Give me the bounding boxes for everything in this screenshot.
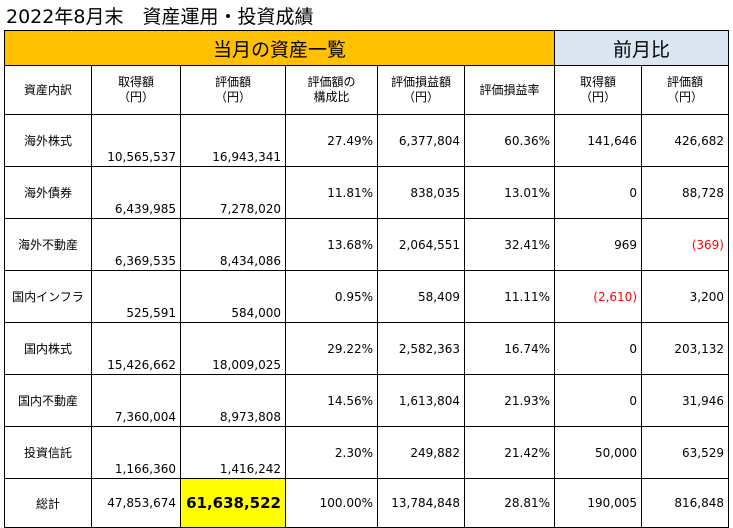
cell-pl: 838,035 (377, 166, 465, 219)
cell-value: 8,973,808 (180, 374, 286, 427)
band-row: 当月の資産一覧 前月比 (4, 30, 729, 66)
cell-cost: 6,369,535 (91, 218, 181, 271)
cell-value: 7,278,020 (180, 166, 286, 219)
header-row: 資産内訳 取得額 （円） 評価額 （円） 評価額の 構成比 評価損益額 （円） 評価損益… (4, 65, 729, 115)
header-value: 評価額 （円） (180, 65, 286, 115)
asset-table: 当月の資産一覧 前月比 資産内訳 取得額 （円） 評価額 （円） 評価額の 構成比 評… (4, 30, 729, 528)
cell-plrate: 60.36% (464, 114, 555, 167)
cell-diff-cost: 969 (554, 218, 642, 271)
cell-diff-cost: 0 (554, 166, 642, 219)
cell-ratio: 0.95% (285, 270, 378, 323)
cell-category: 国内インフラ (4, 270, 92, 323)
cell-cost: 1,166,360 (91, 426, 181, 479)
cell-diff-value: 31,946 (641, 374, 729, 427)
cell-pl: 249,882 (377, 426, 465, 479)
table-row: 投資信託 1,166,360 1,416,242 2.30% 249,882 21.42%… (4, 426, 729, 479)
table-row: 海外株式 10,565,537 16,943,341 27.49% 6,377,804 6… (4, 114, 729, 167)
cell-cost: 15,426,662 (91, 322, 181, 375)
cell-diff-value: (369) (641, 218, 729, 271)
cell-cost: 7,360,004 (91, 374, 181, 427)
cell-plrate: 28.81% (464, 478, 555, 528)
cell-ratio: 13.68% (285, 218, 378, 271)
cell-pl: 1,613,804 (377, 374, 465, 427)
cell-pl: 2,582,363 (377, 322, 465, 375)
cell-ratio: 11.81% (285, 166, 378, 219)
cell-category: 海外債券 (4, 166, 92, 219)
header-cost: 取得額 （円） (91, 65, 181, 115)
total-row: 総計 47,853,674 61,638,522 100.00% 13,784,848 2… (4, 478, 729, 528)
table-row: 海外不動産 6,369,535 8,434,086 13.68% 2,064,551 32… (4, 218, 729, 271)
cell-category: 投資信託 (4, 426, 92, 479)
cell-pl: 13,784,848 (377, 478, 465, 528)
cell-category: 海外不動産 (4, 218, 92, 271)
cell-plrate: 21.93% (464, 374, 555, 427)
cell-plrate: 21.42% (464, 426, 555, 479)
cell-diff-cost: 50,000 (554, 426, 642, 479)
cell-category: 国内不動産 (4, 374, 92, 427)
cell-value: 18,009,025 (180, 322, 286, 375)
cell-category: 海外株式 (4, 114, 92, 167)
cell-ratio: 2.30% (285, 426, 378, 479)
cell-plrate: 16.74% (464, 322, 555, 375)
table-row: 国内株式 15,426,662 18,009,025 29.22% 2,582,363 1… (4, 322, 729, 375)
cell-ratio: 100.00% (285, 478, 378, 528)
cell-ratio: 29.22% (285, 322, 378, 375)
table-row: 国内不動産 7,360,004 8,973,808 14.56% 1,613,804 21… (4, 374, 729, 427)
cell-diff-cost: (2,610) (554, 270, 642, 323)
cell-diff-value: 3,200 (641, 270, 729, 323)
cell-diff-cost: 0 (554, 374, 642, 427)
cell-diff-value: 203,132 (641, 322, 729, 375)
cell-cost: 47,853,674 (91, 478, 181, 528)
header-category: 資産内訳 (4, 65, 92, 115)
page-title: 2022年8月末 資産運用・投資成績 (6, 6, 314, 28)
total-value-highlight: 61,638,522 (180, 478, 286, 528)
cell-plrate: 11.11% (464, 270, 555, 323)
cell-diff-value: 426,682 (641, 114, 729, 167)
cell-pl: 6,377,804 (377, 114, 465, 167)
cell-cost: 10,565,537 (91, 114, 181, 167)
cell-value: 16,943,341 (180, 114, 286, 167)
cell-value: 8,434,086 (180, 218, 286, 271)
cell-diff-value: 88,728 (641, 166, 729, 219)
header-pl: 評価損益額 （円） (377, 65, 465, 115)
cell-value: 1,416,242 (180, 426, 286, 479)
cell-plrate: 13.01% (464, 166, 555, 219)
cell-cost: 525,591 (91, 270, 181, 323)
header-diff-value: 評価額 （円） (641, 65, 729, 115)
header-ratio: 評価額の 構成比 (285, 65, 378, 115)
cell-value: 584,000 (180, 270, 286, 323)
header-diff-cost: 取得額 （円） (554, 65, 642, 115)
table-row: 国内インフラ 525,591 584,000 0.95% 58,409 11.11% (2,… (4, 270, 729, 323)
current-month-band: 当月の資産一覧 (4, 30, 555, 66)
cell-category: 総計 (4, 478, 92, 528)
previous-month-band: 前月比 (554, 30, 729, 66)
header-plrate: 評価損益率 (464, 65, 555, 115)
cell-diff-cost: 190,005 (554, 478, 642, 528)
cell-ratio: 27.49% (285, 114, 378, 167)
cell-pl: 58,409 (377, 270, 465, 323)
cell-diff-value: 816,848 (641, 478, 729, 528)
cell-category: 国内株式 (4, 322, 92, 375)
cell-plrate: 32.41% (464, 218, 555, 271)
cell-diff-cost: 141,646 (554, 114, 642, 167)
cell-pl: 2,064,551 (377, 218, 465, 271)
cell-ratio: 14.56% (285, 374, 378, 427)
cell-cost: 6,439,985 (91, 166, 181, 219)
table-body: 海外株式 10,565,537 16,943,341 27.49% 6,377,804 6… (4, 114, 729, 528)
table-row: 海外債券 6,439,985 7,278,020 11.81% 838,035 13.01… (4, 166, 729, 219)
cell-diff-cost: 0 (554, 322, 642, 375)
cell-diff-value: 63,529 (641, 426, 729, 479)
